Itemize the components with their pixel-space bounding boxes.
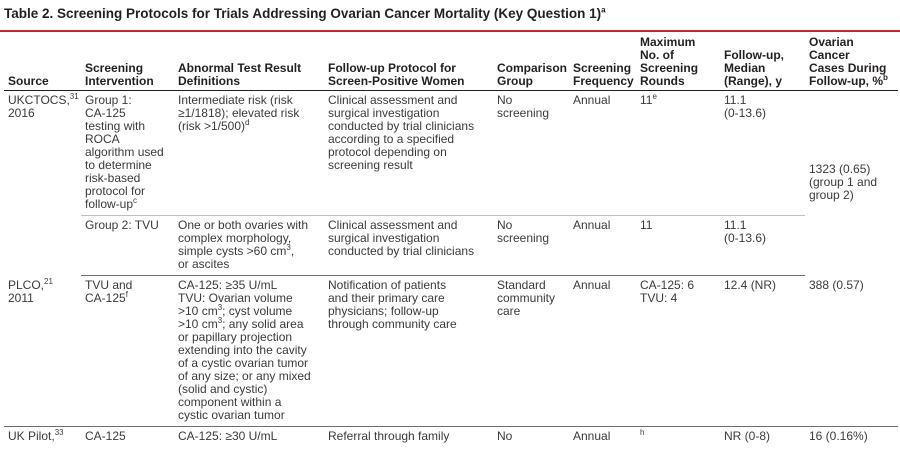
- max-rounds-cell: CA-125: 6 TVU: 4: [636, 275, 720, 427]
- unit-superscript: 3: [286, 243, 291, 252]
- median-cell: 12.4 (NR): [720, 275, 805, 427]
- abnormal-footnote: d: [245, 118, 250, 127]
- source-name: UK Pilot,: [8, 429, 55, 443]
- header-cases-footnote: b: [883, 73, 888, 82]
- max-rounds-cell: h: [636, 427, 720, 448]
- header-intervention: Screening Intervention: [81, 34, 174, 91]
- max-rounds-footnote: e: [652, 92, 657, 101]
- header-cases-text: Ovarian Cancer Cases During Follow-up, %: [809, 35, 887, 88]
- intervention-cell: CA-125: [85, 429, 126, 443]
- header-median-followup: Follow-up, Median (Range), y: [720, 34, 805, 91]
- header-cases: Ovarian Cancer Cases During Follow-up, %…: [805, 34, 898, 91]
- cases-cell: 16 (0.16%): [809, 429, 868, 443]
- screening-protocols-table: Source Screening Intervention Abnormal T…: [4, 34, 898, 447]
- comparison-cell: No screening: [493, 215, 569, 276]
- source-year: 2011: [8, 290, 34, 305]
- abnormal-text-tail: ; any solid area or papillary projection…: [178, 317, 311, 422]
- followup-cell: Clinical assessment and surgical investi…: [324, 90, 493, 216]
- frequency-cell: Annual: [569, 90, 636, 216]
- max-rounds-cell: 11: [636, 215, 720, 276]
- source-reference: 21: [44, 276, 53, 286]
- abnormal-cell: Intermediate risk (risk ≥1/1818); elevat…: [174, 90, 324, 216]
- source-name: UKCTOCS,: [8, 93, 70, 107]
- abnormal-text-tail: , or ascites: [178, 244, 295, 271]
- max-rounds-cell: 11e: [636, 90, 720, 216]
- cases-cell: 1323 (0.65) (group 1 and group 2): [809, 162, 878, 203]
- header-source: Source: [4, 34, 81, 91]
- unit-superscript: 3: [217, 316, 223, 325]
- title-rule: [0, 30, 900, 32]
- intervention-cell: Group 1: CA-125 testing with ROCA algori…: [81, 90, 174, 216]
- abnormal-cell: One or both ovaries with complex morphol…: [174, 215, 324, 276]
- table-title-text: Table 2. Screening Protocols for Trials …: [4, 6, 602, 21]
- intervention-cell: TVU and CA-125f: [81, 275, 174, 427]
- header-comparison-group: Comparison Group: [493, 34, 569, 91]
- table-row: PLCO,21 2011 TVU and CA-125f CA-125: ≥35 …: [4, 275, 898, 427]
- abnormal-text: Intermediate risk (risk ≥1/1818); elevat…: [178, 93, 300, 133]
- abnormal-text-mid: ; cyst volume >10 cm: [178, 304, 293, 331]
- comparison-cell: No: [497, 429, 513, 443]
- table-row: UK Pilot,33 CA-125 CA-125: ≥30 U/mL Refe…: [4, 427, 898, 448]
- followup-cell: Notification of patients and their prima…: [324, 275, 493, 427]
- table-title: Table 2. Screening Protocols for Trials …: [4, 0, 894, 30]
- cases-cell: 388 (0.57): [805, 275, 898, 427]
- median-cell: NR (0-8): [724, 429, 771, 443]
- table-row: UKCTOCS,31 2016 Group 1: CA-125 testing w…: [4, 90, 898, 216]
- source-name: PLCO,: [8, 277, 45, 292]
- intervention-text: TVU and CA-125: [85, 278, 133, 305]
- comparison-cell: No screening: [493, 90, 569, 216]
- header-abnormal-definitions: Abnormal Test Result Definitions: [174, 34, 324, 91]
- median-cell: 11.1 (0-13.6): [720, 90, 805, 216]
- comparison-cell: Standard community care: [493, 275, 569, 427]
- header-row: Source Screening Intervention Abnormal T…: [4, 34, 898, 91]
- median-cell: 11.1 (0-13.6): [720, 215, 805, 276]
- table-row: Group 2: TVU One or both ovaries with co…: [4, 215, 898, 276]
- header-screening-frequency: Screening Frequency: [569, 34, 636, 91]
- source-reference: 33: [54, 428, 64, 437]
- max-rounds-text: 11: [640, 93, 653, 107]
- frequency-cell: Annual: [573, 429, 611, 443]
- followup-cell: Referral through family: [328, 429, 450, 443]
- unit-superscript: 3: [217, 303, 223, 312]
- intervention-footnote: f: [125, 290, 128, 299]
- max-rounds-footnote: h: [640, 428, 645, 437]
- source-cell: UKCTOCS,31 2016: [4, 91, 81, 276]
- header-max-rounds: Maximum No. of Screening Rounds: [636, 34, 720, 91]
- intervention-cell: Group 2: TVU: [81, 215, 174, 276]
- frequency-cell: Annual: [569, 215, 636, 276]
- source-year: 2016: [8, 106, 35, 120]
- source-reference: 31: [69, 92, 79, 101]
- abnormal-text: One or both ovaries with complex morphol…: [178, 218, 309, 258]
- followup-cell: Clinical assessment and surgical investi…: [324, 215, 493, 276]
- frequency-cell: Annual: [569, 275, 636, 427]
- intervention-text: Group 1: CA-125 testing with ROCA algori…: [85, 93, 164, 211]
- abnormal-text: CA-125: ≥35 U/mL TVU: Ovarian volume >10…: [178, 278, 293, 318]
- header-followup-protocol: Follow-up Protocol for Screen-Positive W…: [324, 34, 493, 91]
- abnormal-cell: CA-125: ≥30 U/mL: [178, 429, 278, 443]
- intervention-footnote: c: [133, 196, 138, 205]
- abnormal-cell: CA-125: ≥35 U/mL TVU: Ovarian volume >10…: [174, 275, 324, 427]
- source-cell: PLCO,21 2011: [4, 275, 81, 427]
- title-footnote-marker: a: [601, 5, 606, 15]
- source-cell: UK Pilot,33: [4, 427, 81, 448]
